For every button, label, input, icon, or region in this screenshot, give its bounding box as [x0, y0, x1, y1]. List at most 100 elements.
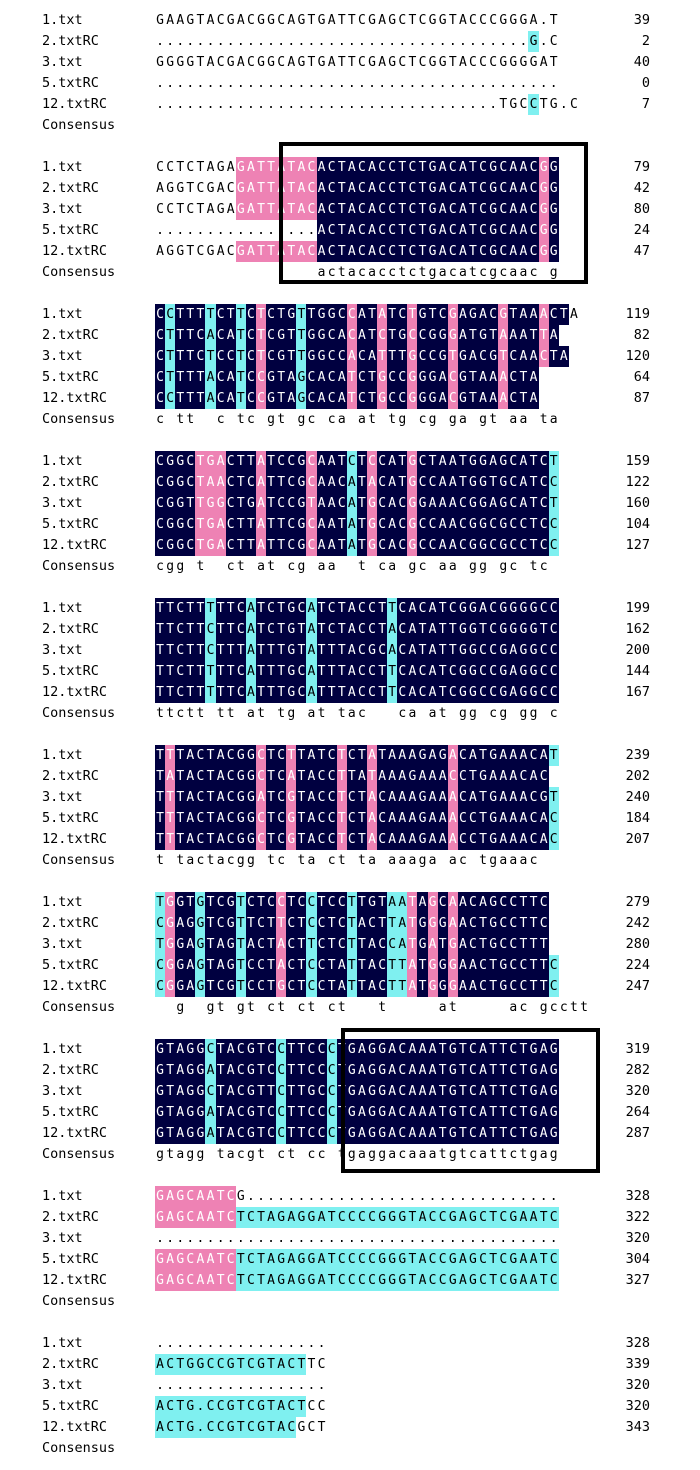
- residue-cell: C: [467, 829, 478, 850]
- residue-cell: T: [488, 1081, 499, 1102]
- residue-cell: C: [356, 241, 367, 262]
- residue-cell: C: [508, 1060, 519, 1081]
- residue-cell: C: [417, 598, 428, 619]
- position-number: 79: [633, 159, 650, 175]
- residue-cell: c: [529, 853, 538, 868]
- residue-cell: G: [427, 325, 438, 346]
- residue-cell: C: [306, 157, 317, 178]
- residue-cell: T: [316, 598, 327, 619]
- residue-cell: A: [427, 745, 438, 766]
- residue-cell: C: [387, 934, 398, 955]
- residue-cell: .: [156, 223, 164, 238]
- residue-cell: [216, 556, 226, 577]
- residue-cell: C: [215, 1354, 226, 1375]
- residue-cell: t: [246, 1000, 255, 1015]
- residue-cell: C: [215, 913, 226, 934]
- residue-cell: [266, 262, 276, 283]
- alignment-block: 1.txt G T A G G C T A C G T C C T T C C C T G A G G A C A A A T G T C A T T…: [0, 1039, 700, 1169]
- residue-cell: G: [447, 304, 458, 325]
- position-number: 39: [633, 12, 650, 28]
- residue-cell: T: [235, 976, 246, 997]
- residue-cell: A: [437, 220, 448, 241]
- residue-cell: .: [257, 223, 265, 238]
- residue-cell: A: [346, 640, 357, 661]
- residue-cell: T: [175, 745, 186, 766]
- residue-cell: C: [478, 661, 489, 682]
- alignment-block: 1.txt C G G C T G A C T T A T C C G C A A T C T C C A T G C T A A T G G A G…: [0, 451, 700, 581]
- residue-cell: T: [205, 766, 216, 787]
- sequence-name: 1.txt: [42, 453, 83, 469]
- residue-cell: G: [296, 493, 307, 514]
- sequence-residues: ........................................: [155, 1228, 559, 1249]
- residue-cell: A: [457, 955, 468, 976]
- residue-cell: .: [378, 1189, 387, 1204]
- residue-cell: T: [417, 640, 428, 661]
- residue-cell: G: [366, 1039, 378, 1060]
- residue-cell: a: [539, 1147, 548, 1162]
- residue-cell: G: [548, 1081, 559, 1102]
- residue-cell: T: [437, 661, 448, 682]
- residue-cell: c: [559, 1000, 568, 1015]
- residue-cell: A: [387, 892, 398, 913]
- sequence-row: 3.txt G G G G T A C G A C G G C A G T G A T T C G A G C T C G G T A C C C G…: [0, 52, 700, 73]
- residue-cell: .: [196, 223, 205, 238]
- residue-cell: C: [316, 976, 327, 997]
- residue-cell: T: [186, 181, 195, 196]
- residue-cell: C: [165, 388, 176, 409]
- residue-cell: A: [175, 1060, 186, 1081]
- residue-cell: T: [498, 1060, 509, 1081]
- residue-cell: T: [326, 934, 337, 955]
- consensus-label: Consensus: [42, 1293, 116, 1309]
- residue-cell: T: [235, 1354, 246, 1375]
- residue-cell: C: [286, 514, 297, 535]
- residue-cell: T: [467, 766, 478, 787]
- residue-cell: .: [509, 76, 518, 91]
- residue-cell: T: [498, 1039, 509, 1060]
- residue-cell: G: [478, 535, 489, 556]
- position-number: 167: [625, 684, 650, 700]
- residue-cell: A: [447, 829, 458, 850]
- residue-cell: t: [206, 853, 215, 868]
- residue-cell: .: [549, 76, 558, 91]
- residue-cell: A: [518, 199, 529, 220]
- residue-cell: A: [447, 892, 458, 913]
- residue-cell: G: [165, 976, 176, 997]
- residue-cell: [205, 703, 215, 724]
- residue-cell: [367, 556, 377, 577]
- residue-cell: t: [378, 1000, 387, 1015]
- sequence-name: 3.txt: [42, 201, 83, 217]
- residue-cell: G: [226, 13, 235, 28]
- residue-cell: T: [377, 682, 388, 703]
- residue-cell: .: [549, 1189, 558, 1204]
- residue-cell: C: [366, 913, 378, 934]
- residue-cell: C: [266, 1102, 277, 1123]
- residue-cell: T: [196, 13, 205, 28]
- residue-cell: A: [366, 829, 378, 850]
- residue-cell: C: [196, 244, 205, 259]
- residue-cell: T: [195, 619, 206, 640]
- residue-cell: C: [377, 808, 388, 829]
- residue-cell: .: [489, 97, 498, 112]
- residue-cell: .: [156, 1378, 164, 1393]
- residue-cell: A: [387, 640, 398, 661]
- residue-cell: A: [407, 745, 418, 766]
- residue-cell: T: [387, 304, 398, 325]
- residue-cell: .: [438, 1231, 447, 1246]
- residue-cell: [185, 262, 195, 283]
- residue-cell: T: [326, 640, 337, 661]
- residue-cell: g: [499, 559, 508, 574]
- residue-cell: T: [266, 451, 277, 472]
- residue-cell: G: [488, 808, 499, 829]
- position-number: 320: [625, 1398, 650, 1414]
- residue-cell: C: [467, 934, 478, 955]
- residue-cell: t: [216, 1000, 225, 1015]
- residue-cell: [478, 703, 488, 724]
- residue-cell: [347, 409, 357, 430]
- residue-cell: T: [225, 304, 236, 325]
- residue-cell: G: [548, 1102, 559, 1123]
- residue-cell: T: [266, 745, 277, 766]
- residue-cell: C: [215, 388, 226, 409]
- alignment-block: 1.txt C C T T T T C T T C T C T G T T G G C C A T A T C T G T C G A G A C G…: [0, 304, 700, 434]
- sequence-row: 3.txt T G G A G T A G T A C T A C T T C T C T T A C C A T G A T G A C T G C…: [0, 934, 700, 955]
- residue-cell: C: [326, 325, 337, 346]
